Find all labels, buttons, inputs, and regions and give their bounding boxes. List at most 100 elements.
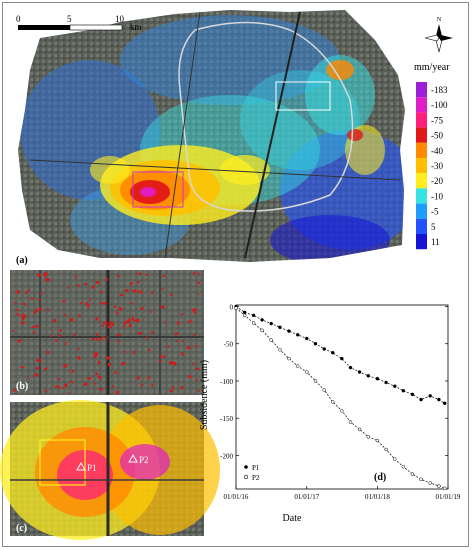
data-point-p1 — [330, 350, 335, 355]
ps-point — [95, 281, 100, 284]
panel-d-label: (d) — [374, 472, 386, 483]
ps-point — [173, 362, 177, 366]
scale-tick-10: 10 — [115, 14, 125, 24]
ps-point — [25, 291, 28, 295]
ps-point — [34, 309, 38, 313]
x-axis-label: Date — [283, 513, 302, 524]
data-point-p2 — [437, 484, 441, 488]
data-point-p1 — [295, 333, 300, 337]
data-point-p2 — [269, 338, 273, 342]
ps-point — [151, 383, 153, 387]
y-axis-label: Subsidence (mm) — [199, 360, 210, 430]
legend-label: 11 — [431, 237, 440, 247]
data-point-p1 — [393, 384, 397, 388]
ps-point — [98, 376, 102, 380]
data-point-p2 — [348, 420, 353, 424]
ps-point — [50, 335, 53, 337]
ps-point — [22, 302, 26, 306]
ps-point — [55, 339, 59, 342]
ps-point — [32, 331, 35, 334]
data-point-p1 — [305, 336, 309, 341]
legend-title: mm/year — [414, 62, 450, 73]
legend-swatch — [416, 142, 427, 158]
ps-point — [130, 302, 133, 305]
data-point-p2 — [375, 438, 380, 443]
ps-point — [139, 291, 143, 294]
ps-point — [34, 325, 39, 328]
data-point-p2 — [393, 457, 397, 461]
ps-point — [127, 318, 130, 320]
ps-point — [137, 331, 142, 335]
ps-point — [69, 318, 74, 322]
legend-swatch — [416, 203, 427, 219]
ps-point — [64, 383, 68, 387]
legend-swatch — [416, 234, 427, 250]
ps-point — [93, 382, 96, 385]
data-point-p2 — [442, 486, 447, 491]
ps-point — [147, 376, 150, 380]
ps-point — [169, 361, 172, 364]
north-label: N — [437, 17, 442, 23]
series-group — [234, 304, 447, 491]
scale-tick-5: 5 — [67, 14, 72, 24]
ps-point — [175, 340, 178, 343]
ps-point — [162, 288, 165, 290]
ps-point — [95, 372, 98, 375]
ps-point — [94, 352, 99, 356]
ps-point — [129, 283, 132, 286]
ps-point — [194, 333, 196, 336]
ps-point — [176, 321, 180, 325]
ps-point — [119, 294, 124, 297]
ps-point — [180, 313, 183, 316]
ps-point — [27, 289, 30, 292]
x-tick-label: 01/01/18 — [365, 493, 390, 501]
ps-point — [192, 362, 195, 365]
ps-point — [186, 346, 191, 350]
ps-point — [112, 385, 114, 388]
data-point-p2 — [260, 328, 264, 333]
data-point-p1 — [428, 394, 432, 398]
ps-point — [30, 297, 34, 300]
panel-c-image: P1 P2 — [0, 400, 220, 540]
ps-point — [16, 290, 20, 294]
ps-point — [96, 332, 98, 337]
legend: mm/year -183 -100 -75 -50 -40 -30 -20 -10 -5 5 11 — [414, 62, 450, 250]
ps-point — [160, 355, 163, 359]
point-p1-label: P1 — [87, 463, 97, 473]
ps-point — [78, 314, 81, 318]
data-point-p2 — [295, 364, 300, 368]
ps-point — [112, 322, 115, 326]
data-point-p1 — [260, 318, 264, 322]
x-axis-ticks: 01/01/16 01/01/17 01/01/18 01/01/19 — [224, 486, 461, 501]
ps-point — [192, 272, 195, 275]
ps-point — [163, 355, 165, 359]
ps-point — [132, 289, 136, 293]
ps-point — [137, 290, 141, 293]
y-tick-label: -200 — [220, 452, 233, 460]
ps-point — [21, 316, 25, 320]
north-arrow-icon: N — [424, 17, 453, 53]
y-tick-label: -150 — [220, 415, 233, 423]
panel-c-label: (c) — [16, 523, 27, 534]
ps-point — [108, 321, 113, 325]
ps-point — [67, 286, 70, 289]
ps-point — [97, 375, 101, 378]
ps-point — [169, 390, 173, 392]
data-point-p2 — [278, 347, 282, 352]
data-point-p1 — [251, 313, 256, 318]
ps-point — [148, 348, 151, 351]
ps-point — [70, 380, 73, 384]
ps-point — [162, 274, 166, 277]
ps-point — [52, 319, 57, 323]
data-point-p1 — [313, 341, 318, 346]
legend-label: -20 — [431, 176, 443, 186]
ps-point — [21, 321, 25, 325]
ps-point — [47, 308, 49, 312]
legend-label: -30 — [431, 161, 443, 171]
legend-swatch — [416, 158, 427, 174]
ps-point — [16, 313, 20, 316]
ps-point — [102, 321, 105, 325]
data-point-p1 — [357, 370, 362, 374]
data-point-p1 — [401, 388, 406, 393]
